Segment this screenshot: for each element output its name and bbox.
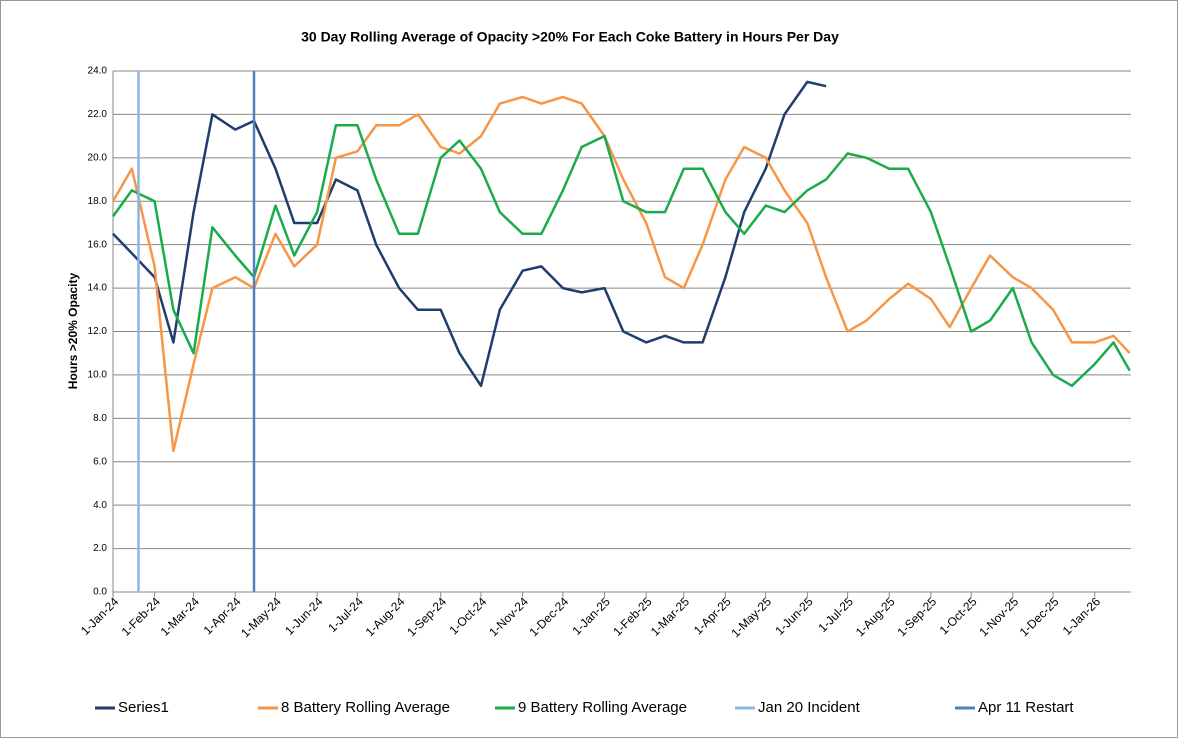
- legend-label: Series1: [118, 699, 169, 716]
- y-tick-label: 22.0: [88, 109, 108, 120]
- y-tick-label: 14.0: [88, 283, 108, 294]
- y-tick-label: 18.0: [88, 196, 108, 207]
- y-tick-label: 24.0: [88, 66, 108, 77]
- y-tick-label: 6.0: [93, 456, 107, 467]
- y-axis-label: Hours >20% Opacity: [66, 272, 80, 389]
- y-tick-label: 10.0: [88, 370, 108, 381]
- y-tick-label: 20.0: [88, 152, 108, 163]
- series-line: [111, 124, 1131, 388]
- legend-label: Apr 11 Restart: [978, 699, 1074, 716]
- y-tick-label: 16.0: [88, 239, 108, 250]
- y-tick-label: 12.0: [88, 326, 108, 337]
- y-tick-label: 8.0: [93, 413, 107, 424]
- chart-title: 30 Day Rolling Average of Opacity >20% F…: [301, 29, 839, 45]
- y-tick-label: 0.0: [93, 587, 107, 598]
- legend-label: 9 Battery Rolling Average: [518, 699, 687, 716]
- legend-label: Jan 20 Incident: [758, 699, 861, 716]
- y-tick-label: 4.0: [93, 500, 107, 511]
- series-line: [112, 80, 827, 388]
- legend-label: 8 Battery Rolling Average: [281, 699, 450, 716]
- series-line: [111, 95, 1131, 453]
- y-tick-label: 2.0: [93, 543, 107, 554]
